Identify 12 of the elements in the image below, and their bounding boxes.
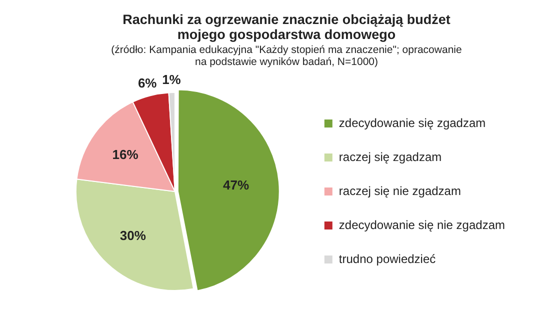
legend-label: raczej się nie zgadzam [338,184,461,198]
legend-label: trudno powiedzieć [338,252,436,266]
data-label: 6% [138,76,158,91]
chart-subtitle: (źródło: Kampania edukacyjna "Każdy stopień ma znaczenie"; opracowanie na podstawie wyników badań, N=1000) [110,43,463,68]
data-label: 30% [120,228,146,243]
legend-label: zdecydowanie się zgadzam [338,116,486,130]
data-label: 47% [223,177,250,192]
chart-title: Rachunki za ogrzewanie znacznie obciążają budżet mojego gospodarstwa domowego [122,11,452,42]
data-label: 16% [112,147,139,162]
legend-label: zdecydowanie się nie zgadzam [338,218,506,232]
legend-label: raczej się zgadzam [338,150,442,164]
data-label: 1% [162,72,182,88]
